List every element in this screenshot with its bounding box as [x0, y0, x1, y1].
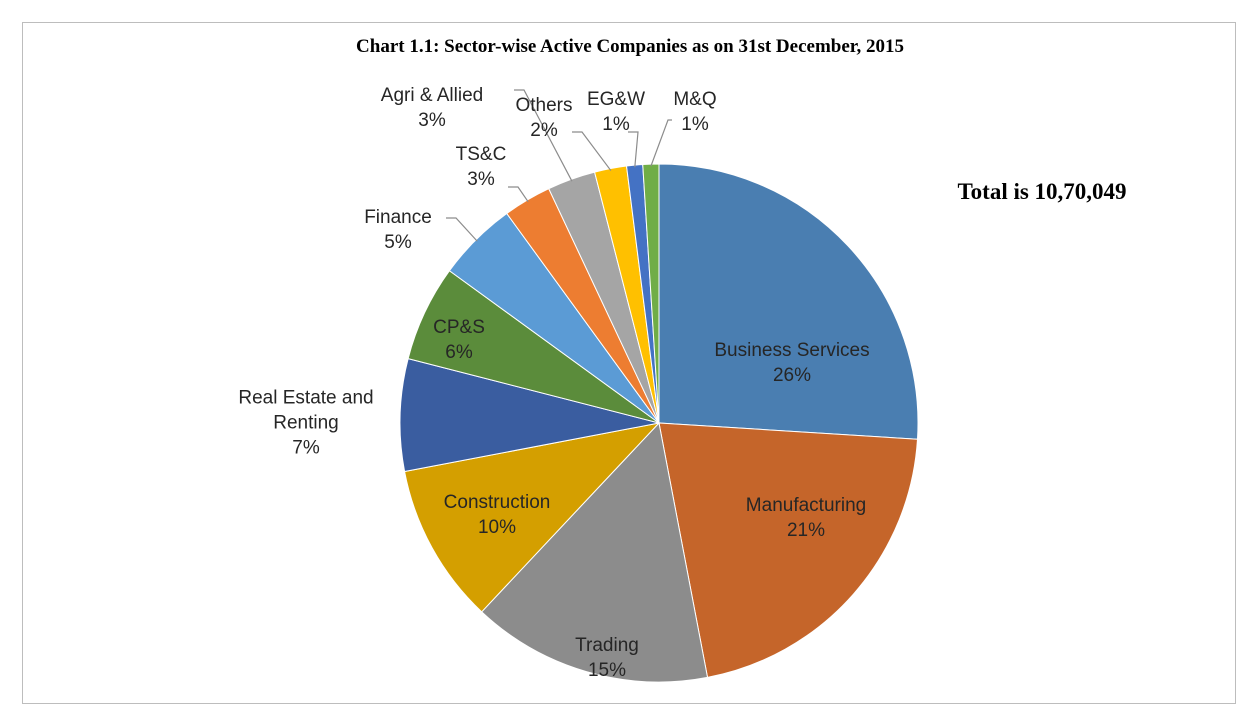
slice-label: Others 2% [515, 93, 572, 143]
pie-slice [642, 163, 660, 424]
leader-line [508, 186, 529, 203]
leader-line [446, 217, 478, 242]
chart-frame [22, 22, 1236, 704]
category-label: Others [515, 95, 573, 116]
value-label: 1% [602, 114, 630, 135]
category-label: EG&W [586, 89, 646, 110]
leader-line [650, 119, 672, 167]
category-label: TS&C [455, 144, 507, 165]
value-label: 3% [467, 169, 495, 190]
chart-title: Chart 1.1: Sector-wise Active Companies … [356, 36, 904, 57]
leader-line [572, 131, 612, 171]
value-label: 6% [445, 342, 473, 363]
slice-label: Finance 5% [364, 205, 432, 255]
category-label: Construction [443, 492, 551, 513]
value-label: 3% [418, 110, 446, 131]
slice-label: CP&S 6% [433, 315, 485, 365]
value-label: 15% [587, 660, 627, 681]
pie-slice [658, 422, 919, 678]
category-label: Trading [575, 635, 639, 656]
category-label: Business Services [714, 340, 870, 361]
value-label: 10% [477, 517, 517, 538]
slice-label: Construction 10% [444, 490, 551, 540]
slice-label: Trading 15% [575, 633, 639, 683]
pie-slice [404, 422, 661, 613]
slice-label: TS&C 3% [456, 142, 507, 192]
slice-label: Business Services 26% [714, 338, 869, 388]
slice-label: Agri & Allied 3% [381, 83, 483, 133]
value-label: 7% [292, 437, 320, 459]
category-label: Finance [364, 207, 432, 228]
annotation: Total is 10,70,049 [957, 179, 1127, 204]
slice-label: M&Q 1% [673, 87, 716, 137]
category-label: Manufacturing [745, 495, 867, 516]
slice-label: Manufacturing 21% [746, 493, 866, 543]
value-label: 2% [530, 120, 558, 141]
pie-slice [658, 163, 919, 440]
category-label: Agri & Allied [380, 85, 484, 106]
category-label: M&Q [673, 89, 717, 110]
slice-label: Real Estate and Renting 7% [219, 386, 394, 461]
value-label: 1% [681, 114, 709, 135]
value-label: 26% [772, 365, 812, 386]
leader-line [514, 89, 573, 182]
category-label: Real Estate and Renting [238, 387, 374, 434]
value-label: 5% [384, 232, 412, 253]
leader-line [628, 131, 639, 168]
category-label: CP&S [433, 317, 485, 338]
slice-label: EG&W 1% [587, 87, 645, 137]
pie-slice [480, 421, 709, 683]
pie-slice [399, 357, 660, 473]
value-label: 21% [786, 520, 826, 541]
